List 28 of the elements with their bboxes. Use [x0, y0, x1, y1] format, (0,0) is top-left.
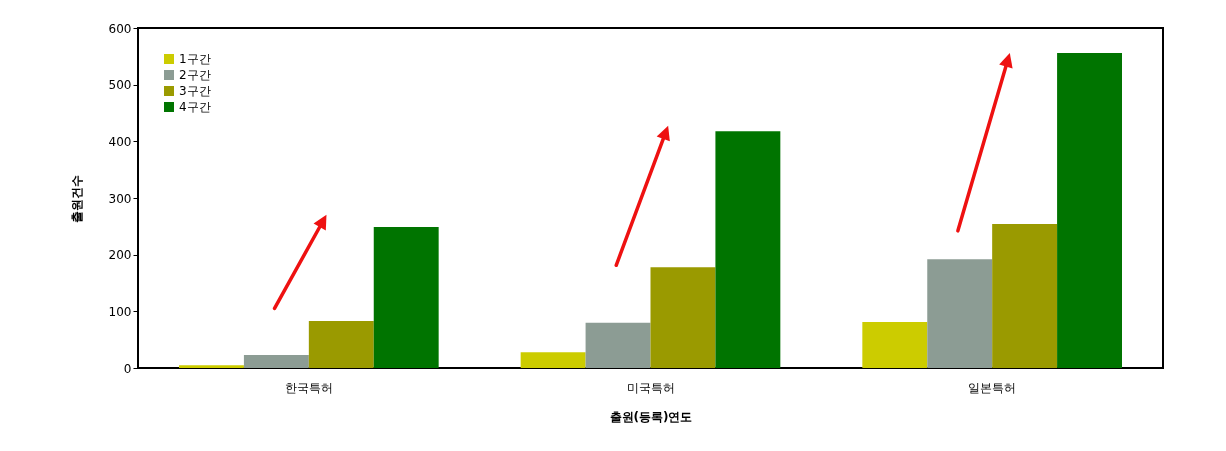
- bar: [243, 354, 309, 368]
- x-tick-label: 미국특허: [626, 380, 675, 395]
- x-tick-label: 한국특허: [284, 380, 333, 395]
- y-tick-label: 200: [108, 248, 132, 263]
- y-tick-label: 0: [123, 361, 132, 376]
- bar: [862, 322, 928, 368]
- y-tick-label: 500: [108, 78, 132, 93]
- y-tick-label: 600: [108, 21, 132, 36]
- y-tick-label: 300: [108, 191, 132, 206]
- legend-label: 2구간: [179, 68, 211, 82]
- x-axis-title: 출원(등록)연도: [609, 409, 693, 424]
- bar: [308, 320, 374, 368]
- bar: [179, 365, 244, 368]
- y-tick-label: 100: [108, 304, 132, 319]
- bar: [1057, 52, 1122, 368]
- bar: [373, 226, 439, 368]
- bar: [585, 322, 651, 368]
- bar: [927, 259, 993, 368]
- legend-label: 1구간: [179, 52, 211, 66]
- legend-label: 3구간: [179, 84, 211, 98]
- y-axis-title: 출원건수: [69, 174, 84, 223]
- x-tick-label: 일본특허: [968, 380, 1017, 395]
- bar: [715, 131, 781, 368]
- bar: [650, 267, 716, 368]
- legend-label: 4구간: [179, 100, 211, 114]
- bar: [992, 224, 1058, 368]
- bar: [520, 352, 586, 368]
- y-tick-label: 400: [108, 134, 132, 149]
